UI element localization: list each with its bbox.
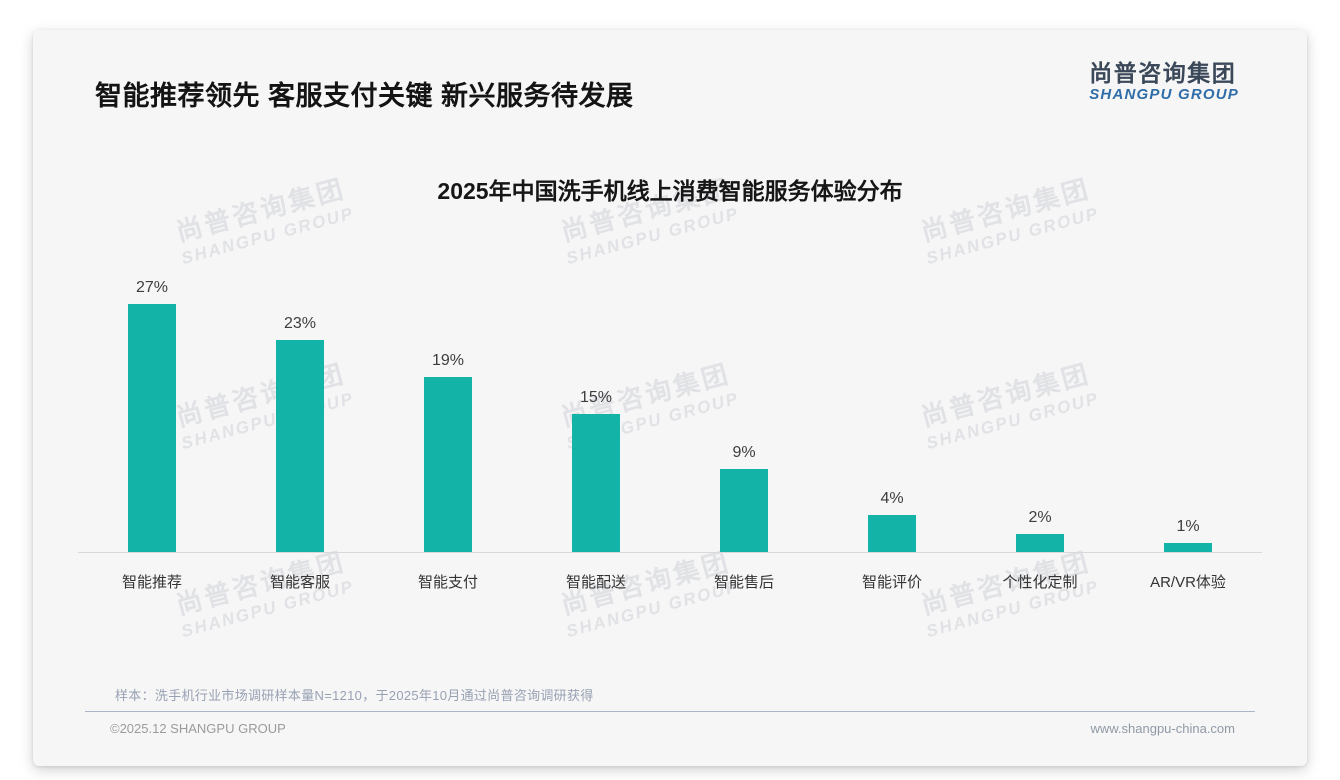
bar-value-label: 4% bbox=[880, 490, 904, 507]
bar-column: 2% bbox=[966, 275, 1114, 552]
category-label: 智能售后 bbox=[713, 574, 774, 591]
bar-value-label: 15% bbox=[579, 389, 613, 406]
bar-column: 9% bbox=[670, 275, 818, 552]
category-label: 智能客服 bbox=[269, 574, 330, 591]
category-label: 智能支付 bbox=[417, 574, 478, 591]
bar-value-label: 2% bbox=[1028, 509, 1052, 526]
bar bbox=[1016, 534, 1064, 552]
sample-note: 样本：洗手机行业市场调研样本量N=1210，于2025年10月通过尚普咨询调研获… bbox=[115, 688, 594, 703]
x-axis-labels: 智能推荐 智能客服 智能支付 智能配送 智能售后 智能评价 个性化定制 AR/VR体验 bbox=[78, 554, 1262, 592]
bar-value-label: 27% bbox=[135, 279, 169, 296]
bar-value-label: 1% bbox=[1176, 518, 1200, 535]
bar-value-label: 19% bbox=[431, 352, 465, 369]
bar bbox=[276, 340, 324, 552]
company-logo: 尚普咨询集团 SHANGPU GROUP bbox=[1089, 60, 1239, 104]
bar-column: 4% bbox=[818, 275, 966, 552]
bar bbox=[720, 469, 768, 552]
page-title: 智能推荐领先 客服支付关键 新兴服务待发展 bbox=[95, 81, 634, 111]
category-label: 智能配送 bbox=[565, 574, 626, 591]
bar-column: 15% bbox=[522, 275, 670, 552]
bar-column: 23% bbox=[226, 275, 374, 552]
bar bbox=[1164, 543, 1212, 552]
footer-website: www.shangpu-china.com bbox=[1090, 721, 1235, 736]
plot-area: 27% 23% 19% 15% 9% 4% 2% 1% bbox=[78, 275, 1262, 553]
bar bbox=[572, 414, 620, 552]
category-label: 智能评价 bbox=[861, 574, 922, 591]
bar-column: 19% bbox=[374, 275, 522, 552]
footer-divider bbox=[85, 711, 1255, 712]
bar-value-label: 9% bbox=[732, 444, 756, 461]
logo-en-text: SHANGPU GROUP bbox=[1089, 86, 1239, 104]
bar bbox=[128, 304, 176, 552]
category-label: 智能推荐 bbox=[121, 574, 182, 591]
footer-copyright: ©2025.12 SHANGPU GROUP bbox=[110, 721, 286, 736]
bar bbox=[424, 377, 472, 552]
content-layer: 智能推荐领先 客服支付关键 新兴服务待发展 尚普咨询集团 SHANGPU GRO… bbox=[33, 30, 1307, 766]
logo-cn-text: 尚普咨询集团 bbox=[1089, 60, 1237, 86]
report-card: 尚普咨询集团 SHANGPU GROUP 尚普咨询集团 SHANGPU GROUP 尚普… bbox=[33, 30, 1307, 766]
category-label: 个性化定制 bbox=[1002, 574, 1078, 591]
bar-column: 1% bbox=[1114, 275, 1262, 552]
bar-column: 27% bbox=[78, 275, 226, 552]
category-label: AR/VR体验 bbox=[1150, 574, 1226, 591]
chart-title: 2025年中国洗手机线上消费智能服务体验分布 bbox=[437, 178, 903, 204]
bar-value-label: 23% bbox=[283, 315, 317, 332]
bar bbox=[868, 515, 916, 552]
